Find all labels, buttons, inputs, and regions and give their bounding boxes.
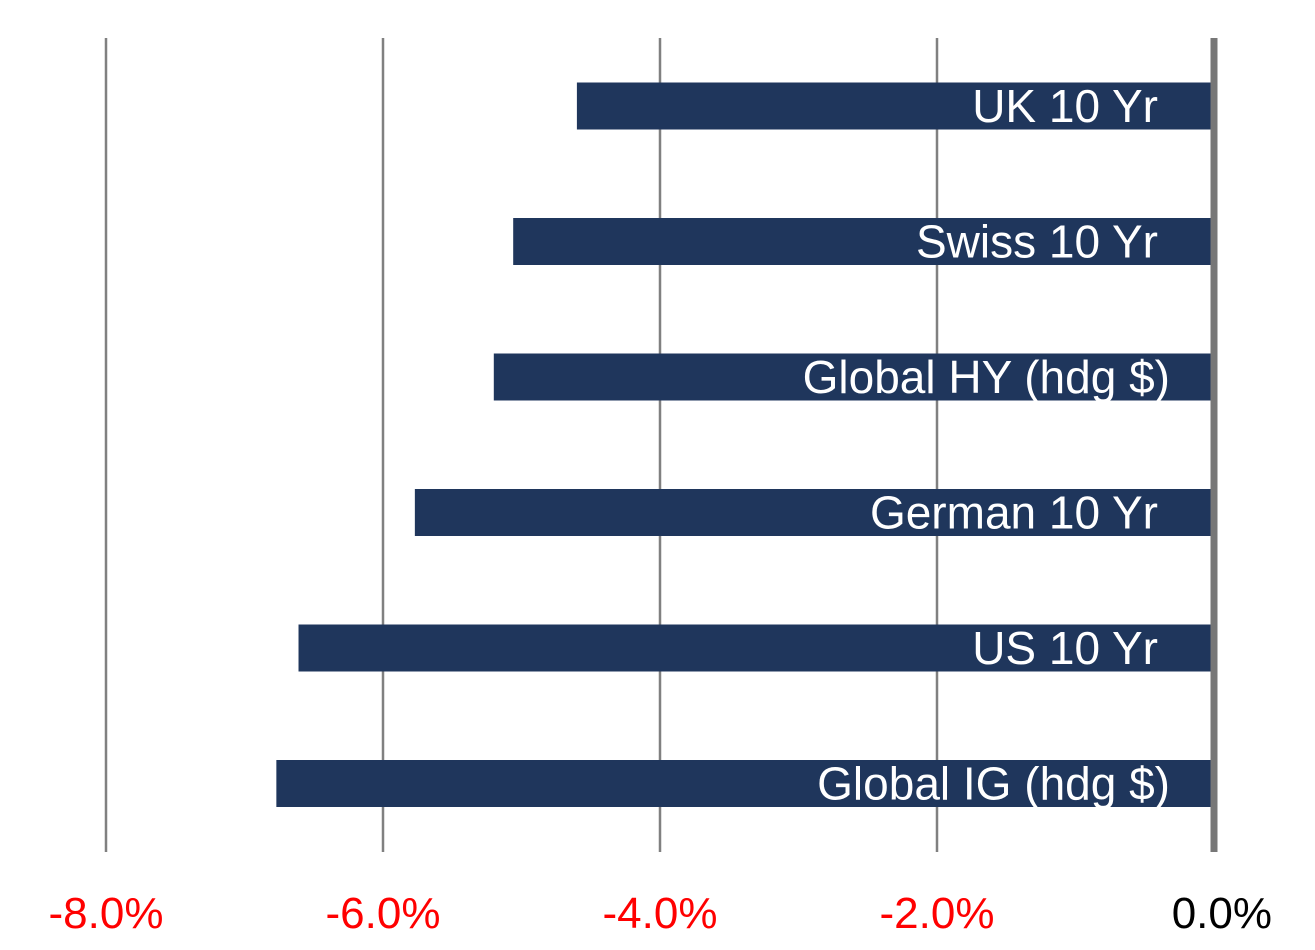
x-axis-ticks: -8.0% -6.0% -4.0% -2.0% 0.0%	[49, 889, 1272, 938]
bar-4	[298, 624, 1214, 672]
x-tick-label-4: 0.0%	[1172, 889, 1272, 938]
x-tick-label-3: -2.0%	[880, 889, 995, 938]
bar-label-1: Swiss 10 Yr	[916, 216, 1158, 268]
x-tick-label-1: -6.0%	[326, 889, 441, 938]
bar-label-3: German 10 Yr	[870, 487, 1158, 539]
bar-1	[513, 218, 1214, 265]
grid-lines	[104, 38, 939, 852]
x-tick-label-0: -8.0%	[49, 889, 164, 938]
bar-labels: UK 10 Yr Swiss 10 Yr Global HY (hdg $) Germ…	[803, 80, 1170, 810]
bar-label-2: Global HY (hdg $)	[803, 351, 1170, 403]
bar-0	[576, 82, 1214, 130]
x-tick-label-2: -4.0%	[603, 889, 718, 938]
bar-5	[276, 760, 1215, 807]
bar-label-0: UK 10 Yr	[972, 80, 1158, 132]
bar-label-4: US 10 Yr	[972, 622, 1158, 674]
bar-2	[493, 353, 1214, 401]
bar-label-5: Global IG (hdg $)	[817, 758, 1170, 810]
bars	[276, 82, 1215, 807]
bar-3	[414, 489, 1215, 536]
